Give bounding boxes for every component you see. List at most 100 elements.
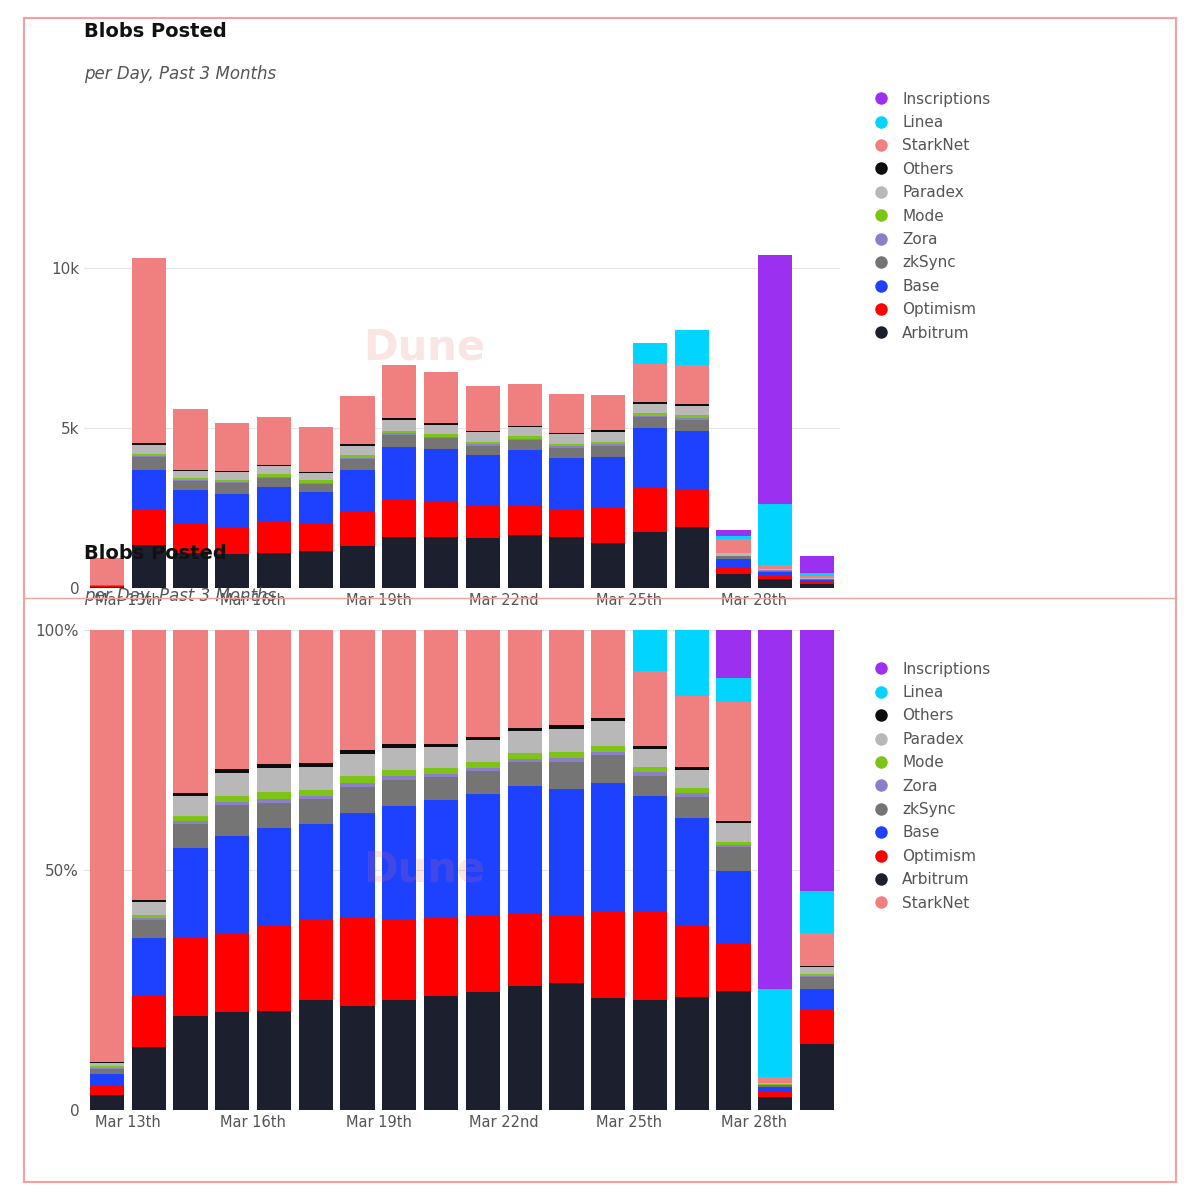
Bar — [466, 772, 500, 794]
Bar — [257, 768, 292, 792]
Bar — [299, 427, 332, 472]
Bar — [424, 372, 458, 424]
Bar — [550, 395, 583, 433]
Bar — [424, 774, 458, 776]
Bar — [632, 775, 667, 797]
Bar — [508, 758, 541, 762]
Text: per Day, Past 3 Months: per Day, Past 3 Months — [84, 587, 276, 605]
Bar — [674, 818, 709, 925]
Bar — [716, 568, 751, 574]
Bar — [341, 630, 374, 750]
Bar — [716, 990, 751, 1110]
Bar — [508, 754, 541, 758]
Bar — [632, 343, 667, 364]
Bar — [758, 1085, 792, 1087]
Bar — [299, 480, 332, 482]
Bar — [632, 415, 667, 418]
Bar — [674, 420, 709, 431]
Bar — [215, 493, 250, 527]
Bar — [632, 746, 667, 750]
Bar — [508, 630, 541, 728]
Bar — [424, 449, 458, 502]
Bar — [592, 746, 625, 752]
Bar — [508, 427, 541, 437]
Bar — [758, 572, 792, 575]
Bar — [132, 510, 166, 545]
Bar — [800, 576, 834, 578]
Bar — [299, 824, 332, 919]
Bar — [632, 413, 667, 415]
Bar — [299, 484, 332, 492]
Bar — [383, 744, 416, 748]
Bar — [341, 396, 374, 444]
Bar — [424, 630, 458, 744]
Bar — [383, 1000, 416, 1110]
Bar — [257, 926, 292, 1012]
Bar — [674, 431, 709, 488]
Bar — [466, 444, 500, 445]
Bar — [299, 796, 332, 799]
Bar — [215, 554, 250, 588]
Bar — [383, 436, 416, 448]
Bar — [466, 442, 500, 444]
Text: Blobs Posted: Blobs Posted — [84, 22, 227, 41]
Bar — [215, 1013, 250, 1110]
Bar — [632, 418, 667, 428]
Bar — [508, 384, 541, 426]
Bar — [173, 821, 208, 824]
Bar — [508, 786, 541, 914]
Bar — [383, 419, 416, 420]
Bar — [466, 455, 500, 506]
Bar — [716, 871, 751, 943]
Bar — [632, 487, 667, 532]
Bar — [758, 1087, 792, 1091]
Bar — [215, 422, 250, 470]
Bar — [383, 748, 416, 770]
Bar — [592, 718, 625, 721]
Bar — [215, 802, 250, 805]
Bar — [758, 575, 792, 580]
Bar — [424, 424, 458, 425]
Bar — [550, 510, 583, 536]
Bar — [90, 630, 124, 1062]
Bar — [592, 756, 625, 784]
Bar — [674, 366, 709, 404]
Bar — [632, 404, 667, 413]
Bar — [299, 473, 332, 480]
Bar — [466, 506, 500, 539]
Bar — [132, 1048, 166, 1110]
Bar — [800, 974, 834, 977]
Bar — [550, 446, 583, 448]
Bar — [758, 1078, 792, 1082]
Bar — [299, 763, 332, 767]
Text: Dune: Dune — [364, 326, 485, 370]
Bar — [508, 535, 541, 588]
Bar — [90, 1085, 124, 1094]
Bar — [550, 434, 583, 444]
Bar — [215, 480, 250, 482]
Bar — [508, 762, 541, 786]
Bar — [508, 426, 541, 427]
Bar — [800, 989, 834, 1010]
Bar — [383, 806, 416, 920]
Bar — [257, 464, 292, 466]
Bar — [132, 443, 166, 445]
Bar — [341, 1006, 374, 1110]
Bar — [674, 630, 709, 696]
Bar — [550, 762, 583, 788]
Text: Dune: Dune — [364, 850, 485, 890]
Bar — [383, 448, 416, 500]
Bar — [173, 793, 208, 796]
Bar — [341, 814, 374, 918]
Bar — [632, 797, 667, 912]
Bar — [215, 836, 250, 934]
Bar — [173, 479, 208, 480]
Bar — [466, 630, 500, 737]
Bar — [299, 524, 332, 551]
Bar — [257, 803, 292, 828]
Bar — [341, 444, 374, 446]
Bar — [508, 728, 541, 731]
Bar — [341, 511, 374, 546]
Bar — [466, 432, 500, 442]
Bar — [383, 776, 416, 780]
